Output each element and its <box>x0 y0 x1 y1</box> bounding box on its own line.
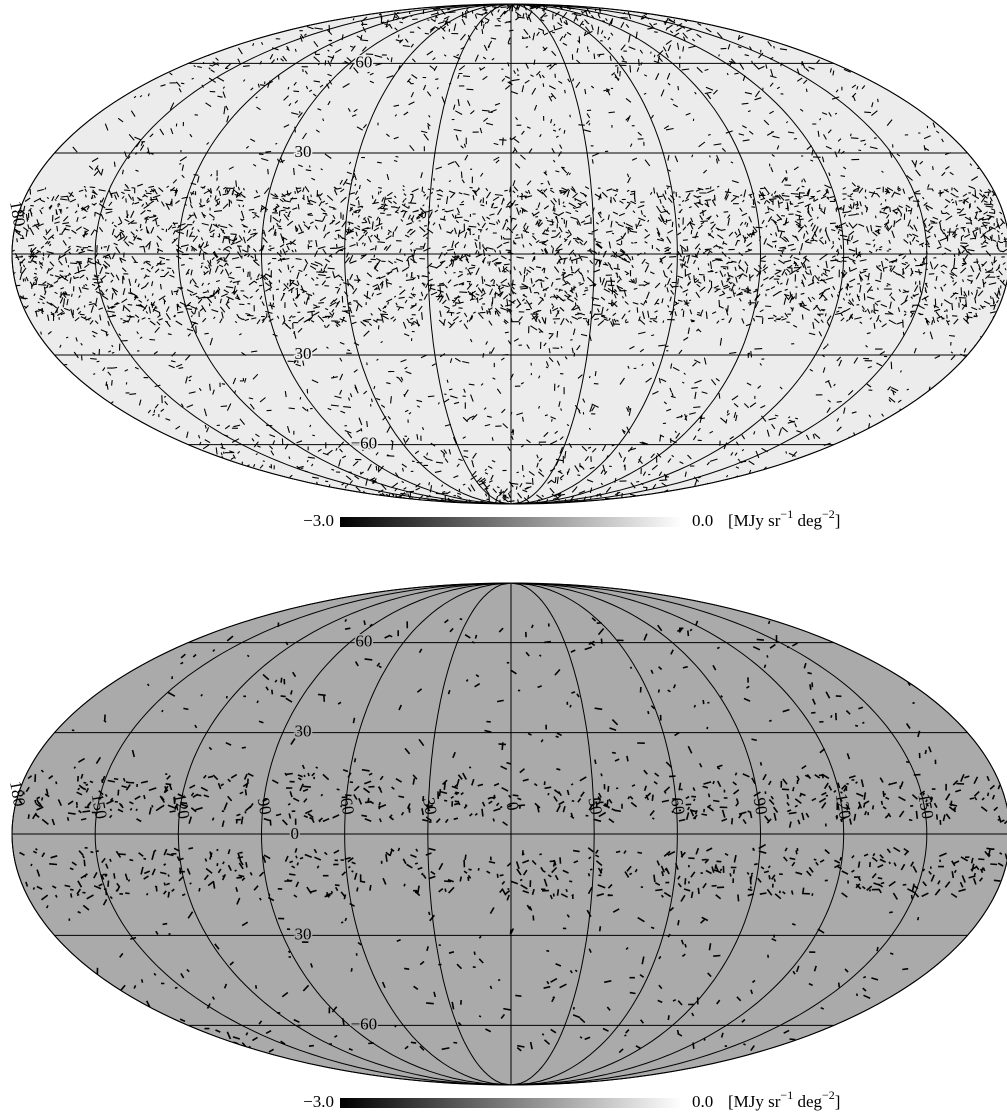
lon-label: 180 <box>6 780 29 808</box>
lat-label: 30 <box>295 344 312 363</box>
map-border <box>11 582 1007 1086</box>
lat-label: 60 <box>355 632 372 651</box>
unit-exponent: −2 <box>822 1088 835 1102</box>
lon-label: 120 <box>170 792 193 820</box>
map-border <box>11 3 1007 505</box>
filaments <box>12 617 1007 1054</box>
meridian <box>260 3 512 505</box>
colorbar-max-label: 0.0 <box>692 1092 713 1111</box>
colorbar-min-label: −3.0 <box>303 1092 334 1111</box>
unit-exponent: −2 <box>822 507 835 521</box>
lat-label: 30 <box>295 142 312 161</box>
sky-map: 60 30 0 30 −60 180 150 120 90 60 30 0 30 60 90 120 150 <box>6 582 1007 1086</box>
colorbar-max-label: 0.0 <box>692 511 713 530</box>
unit-exponent: −1 <box>780 1088 793 1102</box>
unit-text: deg <box>793 1092 822 1111</box>
unit-exponent: −1 <box>780 507 793 521</box>
meridian <box>344 582 512 1086</box>
colorbar-min-label: −3.0 <box>303 511 334 530</box>
lon-label: 30 <box>584 796 606 816</box>
lat-label: 30 <box>295 722 312 741</box>
meridian <box>177 582 512 1086</box>
lon-label: 180 <box>6 200 29 228</box>
lon-label: 150 <box>914 792 937 820</box>
meridian <box>510 3 928 505</box>
lat-label: 30 <box>295 924 312 943</box>
lon-label: 30 <box>419 796 441 816</box>
meridian <box>510 3 762 505</box>
meridian <box>510 3 845 505</box>
unit-text: ] <box>835 1092 841 1111</box>
lon-label: 0 <box>502 800 522 812</box>
lat-label: 0 <box>291 824 300 843</box>
meridian <box>344 3 512 505</box>
lat-label: 60 <box>355 52 372 71</box>
meridian <box>510 582 845 1086</box>
meridian <box>510 582 762 1086</box>
meridian <box>510 3 595 505</box>
lon-label: 60 <box>667 796 689 816</box>
unit-text: [MJy sr <box>728 1092 781 1111</box>
meridian <box>177 3 512 505</box>
meridian <box>427 582 512 1086</box>
meridian <box>260 582 512 1086</box>
lon-label: 150 <box>88 792 111 820</box>
lat-label: −60 <box>351 1014 378 1033</box>
meridian <box>94 3 512 505</box>
lon-label: 120 <box>832 792 855 820</box>
map-texture <box>12 617 1007 1054</box>
colorbar <box>340 517 682 527</box>
colorbar-unit: [MJy sr−1 deg−2] <box>728 507 840 530</box>
lat-label: −60 <box>351 434 378 453</box>
colorbar <box>340 1098 682 1108</box>
lon-label: 60 <box>336 796 358 816</box>
colorbar-unit: [MJy sr−1 deg−2] <box>728 1088 840 1111</box>
lon-label: 90 <box>750 796 772 816</box>
unit-text: deg <box>793 511 822 530</box>
unit-text: ] <box>835 511 841 530</box>
meridian <box>510 582 595 1086</box>
meridian <box>510 3 678 505</box>
meridian <box>427 3 512 505</box>
unit-text: [MJy sr <box>728 511 781 530</box>
meridian <box>94 582 512 1086</box>
sky-map: 60 30 30 −60 180 <box>6 3 1007 505</box>
lon-label: 90 <box>254 796 276 816</box>
meridian <box>510 582 928 1086</box>
meridian <box>510 582 678 1086</box>
